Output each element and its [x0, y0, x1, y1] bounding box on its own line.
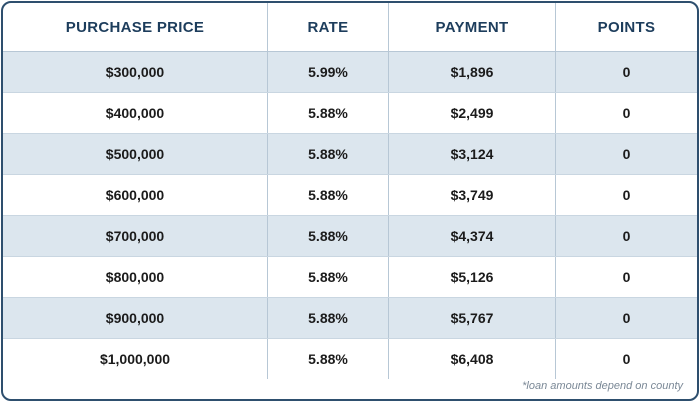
cell-rate: 5.88%: [268, 298, 389, 338]
cell-payment: $5,767: [389, 298, 556, 338]
cell-payment: $3,749: [389, 175, 556, 215]
footnote: *loan amounts depend on county: [522, 380, 683, 392]
cell-payment: $1,896: [389, 52, 556, 92]
rate-table: PURCHASE PRICE RATE PAYMENT POINTS $300,…: [3, 3, 697, 379]
table-row: $500,000 5.88% $3,124 0: [3, 134, 697, 175]
cell-rate: 5.88%: [268, 216, 389, 256]
cell-points: 0: [622, 310, 631, 326]
cell-rate: 5.88%: [268, 93, 389, 133]
cell-rate: 5.99%: [268, 52, 389, 92]
cell-payment: $2,499: [389, 93, 556, 133]
cell-rate: 5.88%: [268, 339, 389, 379]
cell-payment: $5,126: [389, 257, 556, 297]
header-rate: RATE: [268, 3, 389, 51]
cell-rate: 5.88%: [268, 175, 389, 215]
table-row: $800,000 5.88% $5,126 0: [3, 257, 697, 298]
cell-purchase-price: $600,000: [3, 175, 268, 215]
header-payment: PAYMENT: [389, 3, 556, 51]
cell-points: 0: [622, 105, 631, 121]
cell-payment: $6,408: [389, 339, 556, 379]
cell-rate: 5.88%: [268, 257, 389, 297]
table-row: $700,000 5.88% $4,374 0: [3, 216, 697, 257]
table-row: $300,000 5.99% $1,896 0: [3, 52, 697, 93]
cell-points: 0: [622, 351, 631, 367]
cell-purchase-price: $1,000,000: [3, 339, 268, 379]
table-row: $1,000,000 5.88% $6,408 0: [3, 339, 697, 379]
cell-purchase-price: $800,000: [3, 257, 268, 297]
cell-purchase-price: $700,000: [3, 216, 268, 256]
cell-points: 0: [622, 146, 631, 162]
table-row: $400,000 5.88% $2,499 0: [3, 93, 697, 134]
table-header-row: PURCHASE PRICE RATE PAYMENT POINTS: [3, 3, 697, 52]
cell-purchase-price: $900,000: [3, 298, 268, 338]
table-row: $600,000 5.88% $3,749 0: [3, 175, 697, 216]
cell-rate: 5.88%: [268, 134, 389, 174]
header-points: POINTS: [597, 18, 656, 36]
header-purchase-price: PURCHASE PRICE: [3, 3, 268, 51]
cell-points: 0: [622, 64, 631, 80]
table-row: $900,000 5.88% $5,767 0: [3, 298, 697, 339]
cell-payment: $3,124: [389, 134, 556, 174]
cell-points: 0: [622, 269, 631, 285]
cell-purchase-price: $500,000: [3, 134, 268, 174]
cell-purchase-price: $400,000: [3, 93, 268, 133]
cell-purchase-price: $300,000: [3, 52, 268, 92]
cell-payment: $4,374: [389, 216, 556, 256]
cell-points: 0: [622, 228, 631, 244]
cell-points: 0: [622, 187, 631, 203]
